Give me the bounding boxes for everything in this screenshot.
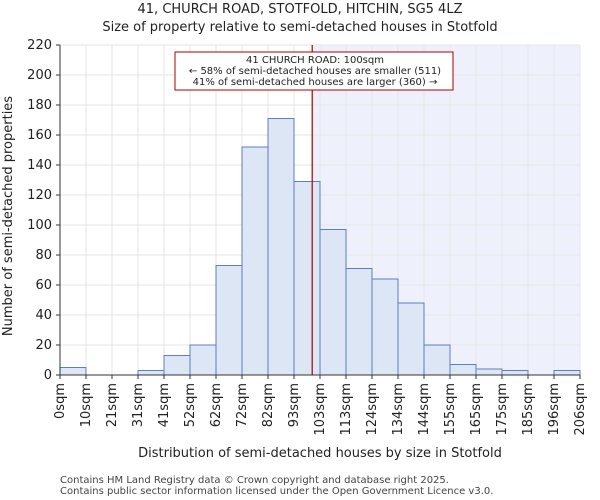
x-tick-label: 165sqm <box>469 383 484 436</box>
annotation-box <box>174 51 454 91</box>
y-tick-label: 100 <box>27 218 52 233</box>
x-tick-label: 134sqm <box>391 383 406 436</box>
x-tick-label: 113sqm <box>339 383 354 436</box>
bar <box>423 344 451 376</box>
x-tick-label: 62sqm <box>209 383 224 427</box>
bar <box>267 118 295 376</box>
bar <box>137 370 165 376</box>
x-tick-label: 175sqm <box>495 383 510 436</box>
bar <box>397 302 425 376</box>
y-tick-label: 60 <box>35 278 52 293</box>
annotation-larger: 41% of semi-detached houses are larger (… <box>193 77 438 88</box>
x-tick-label: 52sqm <box>183 383 198 427</box>
bar <box>501 370 529 376</box>
x-tick-label: 0sqm <box>53 383 68 419</box>
bar <box>371 278 399 376</box>
x-tick-label: 82sqm <box>261 383 276 427</box>
bar <box>475 368 503 376</box>
bar <box>59 367 87 376</box>
chart-subtitle: Size of property relative to semi-detach… <box>102 20 497 35</box>
x-tick-label: 185sqm <box>521 383 536 436</box>
x-axis-label: Distribution of semi-detached houses by … <box>138 446 502 461</box>
x-tick-label: 72sqm <box>235 383 250 427</box>
y-tick-label: 20 <box>35 338 52 353</box>
bar <box>345 268 373 376</box>
footer-line-1: Contains HM Land Registry data © Crown c… <box>60 475 449 486</box>
bar <box>163 355 191 376</box>
bar <box>189 344 217 376</box>
x-tick-label: 93sqm <box>287 383 302 427</box>
y-tick-label: 220 <box>27 38 52 53</box>
bar <box>241 146 269 376</box>
bar <box>553 370 581 376</box>
chart-title: 41, CHURCH ROAD, STOTFOLD, HITCHIN, SG5 … <box>138 2 463 17</box>
y-tick-label: 180 <box>27 98 52 113</box>
annotation-title: 41 CHURCH ROAD: 100sqm <box>246 55 384 66</box>
x-tick-label: 196sqm <box>547 383 562 436</box>
x-tick-label: 21sqm <box>105 383 120 427</box>
x-tick-label: 10sqm <box>79 383 94 427</box>
y-tick-label: 40 <box>35 308 52 323</box>
x-tick-label: 206sqm <box>573 383 588 436</box>
annotation-smaller: ← 58% of semi-detached houses are smalle… <box>189 66 441 77</box>
x-tick-label: 31sqm <box>131 383 146 427</box>
y-tick-label: 0 <box>44 368 52 383</box>
bar <box>215 265 243 376</box>
bar <box>449 364 477 376</box>
y-tick-label: 200 <box>27 68 52 83</box>
x-tick-label: 144sqm <box>417 383 432 436</box>
x-tick-label: 124sqm <box>365 383 380 436</box>
footer-line-2: Contains public sector information licen… <box>60 486 493 497</box>
x-tick-label: 103sqm <box>313 383 328 436</box>
x-tick-label: 41sqm <box>157 383 172 427</box>
y-tick-label: 140 <box>27 158 52 173</box>
bar <box>293 181 321 376</box>
plot-area: 0 20 40 60 80 100 120 140 160 180 200 220 0sqm 10sqm 2… <box>27 38 588 436</box>
x-tick-label: 155sqm <box>443 383 458 436</box>
y-tick-label: 120 <box>27 188 52 203</box>
y-tick-label: 160 <box>27 128 52 143</box>
bar <box>319 229 347 376</box>
y-axis-label: Number of semi-detached properties <box>1 96 16 336</box>
y-tick-label: 80 <box>35 248 52 263</box>
